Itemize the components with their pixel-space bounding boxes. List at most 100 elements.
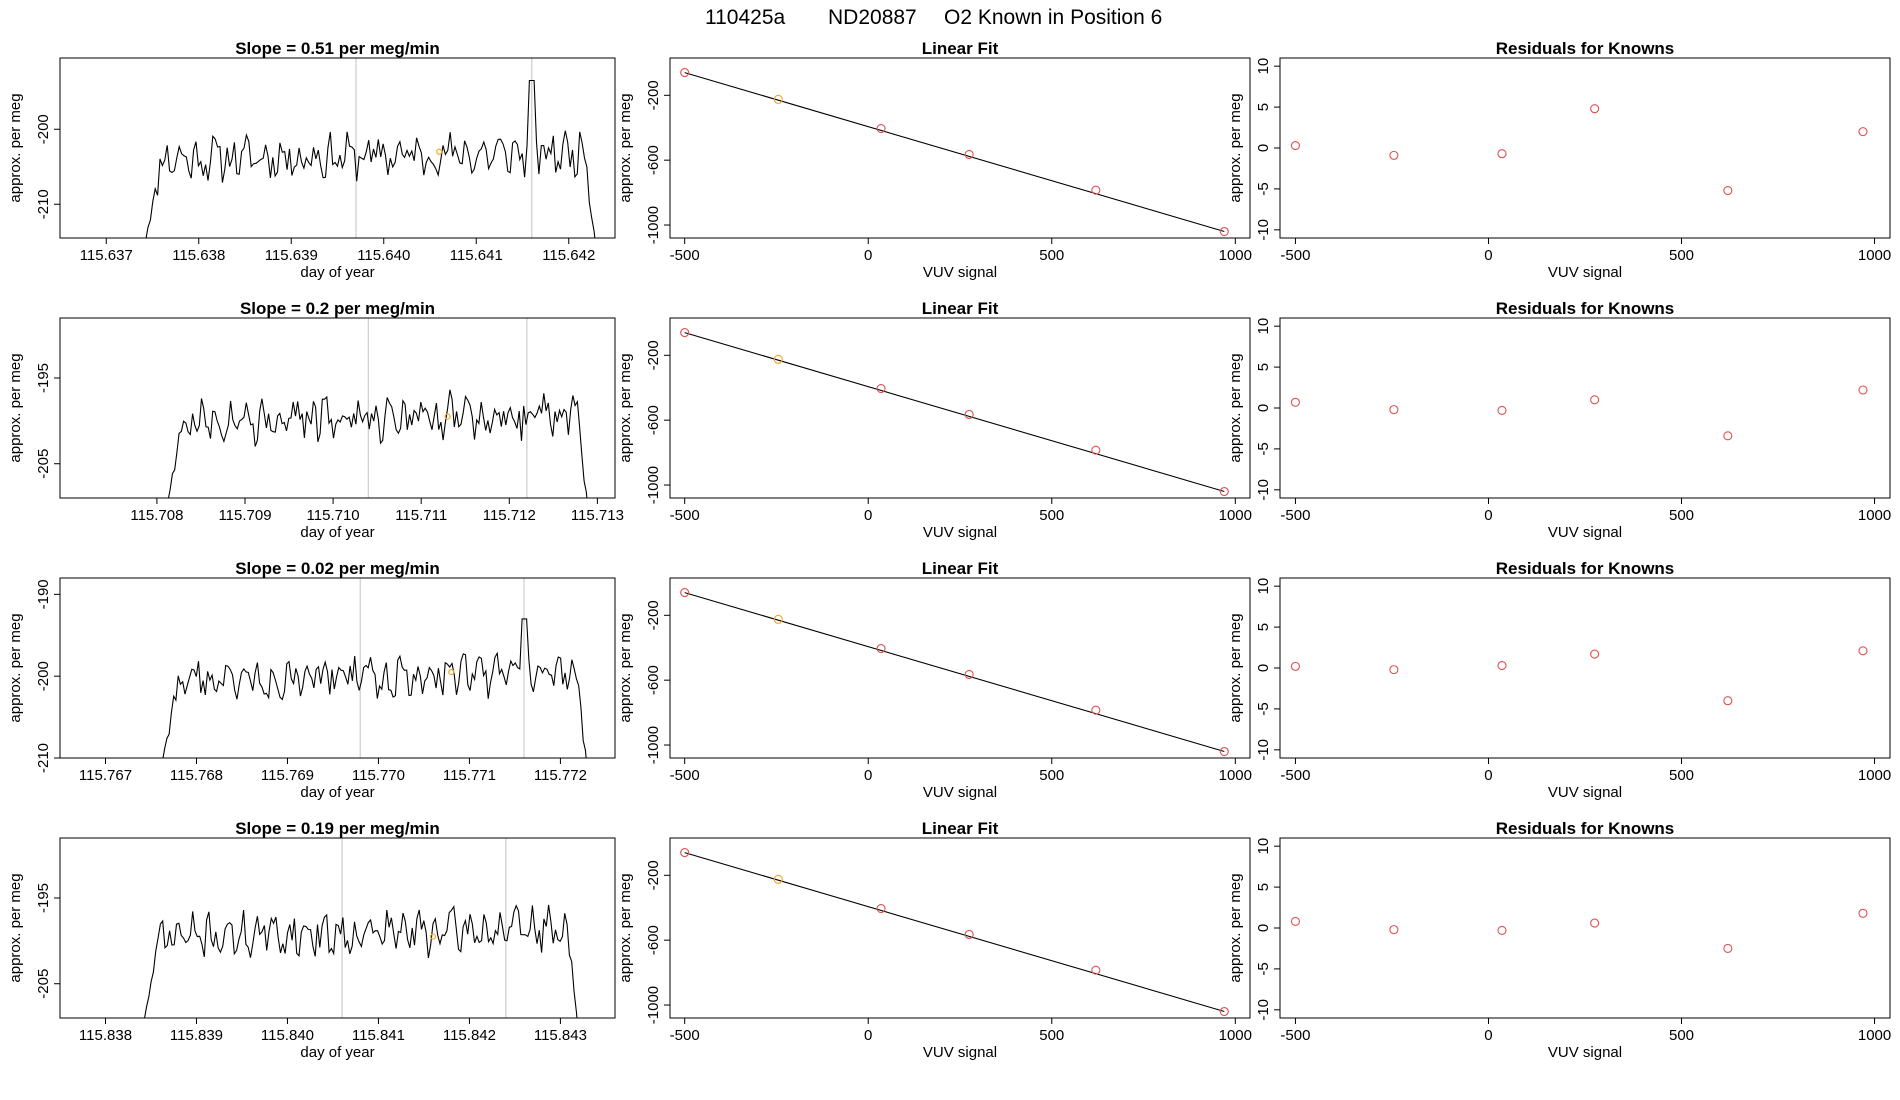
fit-point [680,68,690,78]
x-tick-label: 0 [864,247,872,264]
y-tick-label: -5 [1255,962,1272,975]
plot-area [162,578,587,758]
fit-line [684,592,1225,753]
x-tick-label: -500 [1280,507,1310,524]
x-axis-label: day of year [300,524,374,541]
plot-frame [669,837,1251,1019]
fit-line [684,852,1225,1013]
y-tick-label: -1000 [645,466,662,504]
panel-title: Residuals for Knowns [1496,299,1675,318]
x-tick-label: 115.642 [542,247,595,264]
fit-point [1219,1006,1229,1017]
residual-point [1858,908,1868,918]
linear_fit-panel-row-4: Linear Fit -500 0 500 1000 VUV signal -200 -600… [617,819,1252,1061]
plot-area [1290,908,1868,954]
x-axis-label: day of year [300,784,374,801]
y-tick-label: -1000 [645,986,662,1024]
x-axis-label: VUV signal [923,784,997,801]
y-tick-label: -600 [645,925,662,955]
residual-point [1858,127,1868,137]
fit-point [773,354,783,364]
fit-point [773,94,783,104]
x-tick-label: 0 [1484,767,1492,784]
x-tick-label: 115.770 [352,767,405,784]
fit-point [680,328,690,338]
plot-frame [59,57,616,239]
x-axis-label: VUV signal [1548,264,1622,281]
x-tick-label: 115.839 [170,1027,223,1044]
fit-point [876,643,886,654]
residual-point [1389,665,1399,675]
x-tick-label: 1000 [1858,1027,1891,1044]
residual-point [1590,649,1600,659]
y-tick-label: -190 [35,579,52,609]
x-axis-label: VUV signal [1548,524,1622,541]
timeseries-panel-row-1: Slope = 0.51 per meg/min 115.637 115.638 11… [7,39,616,281]
y-tick-label: -1000 [645,726,662,764]
y-tick-label: -210 [35,189,52,219]
y-tick-label: 10 [1255,838,1272,855]
plot-frame [59,837,616,1019]
y-tick-label: -200 [645,860,662,890]
residual-point [1290,661,1300,671]
panel-grid: Slope = 0.51 per meg/min 115.637 115.638 11… [7,39,1891,1061]
timeseries-trace [167,389,588,498]
y-tick-label: -200 [645,340,662,370]
x-tick-label: 115.638 [172,247,225,264]
y-tick-label: 5 [1255,363,1272,371]
fit-point [680,588,690,598]
panel-title: Residuals for Knowns [1496,559,1675,578]
x-tick-label: 0 [864,1027,872,1044]
timeseries-panel-row-3: Slope = 0.02 per meg/min 115.767 115.768 11… [7,559,616,801]
y-axis-label: approx. per meg [1227,353,1244,462]
plot-frame [1279,317,1891,499]
x-tick-label: -500 [670,1027,700,1044]
x-tick-label: 500 [1669,507,1694,524]
residuals-panel-row-4: Residuals for Knowns -500 0 500 1000 VUV sign… [1227,819,1891,1061]
x-tick-label: 500 [1669,247,1694,264]
fit-point [876,123,886,134]
plot-frame [1279,577,1891,759]
x-tick-label: 1000 [1219,1027,1252,1044]
fit-point [964,669,974,680]
residual-point [1497,405,1507,416]
x-tick-label: 500 [1039,507,1064,524]
panel-title: Linear Fit [922,39,999,58]
panel-title: Slope = 0.19 per meg/min [235,819,440,838]
x-tick-label: 115.640 [357,247,410,264]
y-tick-label: -195 [35,363,52,393]
x-axis-label: VUV signal [1548,784,1622,801]
y-tick-label: -10 [1255,999,1272,1021]
x-tick-label: 115.838 [79,1027,132,1044]
x-tick-label: 115.639 [265,247,318,264]
linear_fit-panel-row-3: Linear Fit -500 0 500 1000 VUV signal -200 -600… [617,559,1252,801]
x-axis-label: VUV signal [1548,1044,1622,1061]
plot-area [1290,104,1868,196]
x-tick-label: 0 [864,507,872,524]
x-tick-label: 115.712 [483,507,536,524]
plot-area [144,838,578,1018]
x-tick-label: 0 [1484,507,1492,524]
y-tick-label: -205 [35,969,52,999]
x-tick-label: 500 [1039,247,1064,264]
x-tick-label: 1000 [1858,507,1891,524]
x-tick-label: 115.637 [80,247,133,264]
known-marker [444,413,451,420]
residual-point [1497,925,1507,936]
residuals-panel-row-1: Residuals for Knowns -500 0 500 1000 VUV sign… [1227,39,1891,281]
residual-point [1497,149,1507,159]
fit-point [964,149,974,160]
y-tick-label: 10 [1255,318,1272,335]
y-axis-label: approx. per meg [617,353,634,462]
x-tick-label: 115.768 [170,767,223,784]
plot-area [167,318,588,498]
residual-point [1389,405,1399,415]
timeseries-panel-row-2: Slope = 0.2 per meg/min 115.708 115.709 115… [7,299,624,541]
y-axis-label: approx. per meg [1227,93,1244,202]
plot-area [1290,646,1868,706]
x-tick-label: 1000 [1219,247,1252,264]
main-title-run: 110425a [705,6,786,29]
y-tick-label: -205 [35,449,52,479]
x-tick-label: 500 [1039,1027,1064,1044]
